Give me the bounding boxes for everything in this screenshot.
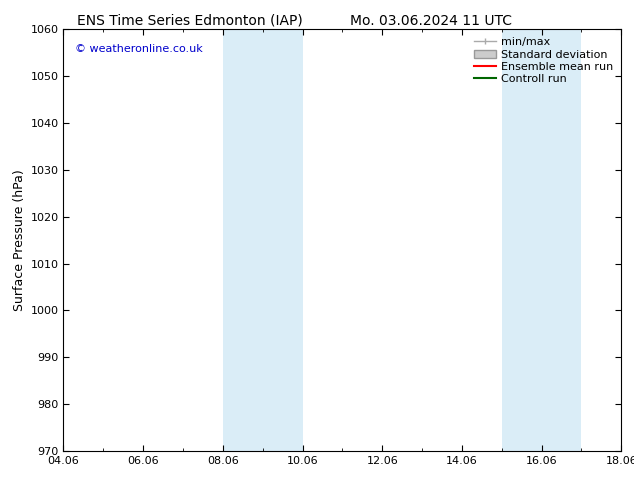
Bar [501, 29, 581, 451]
Text: ENS Time Series Edmonton (IAP): ENS Time Series Edmonton (IAP) [77, 14, 303, 28]
Y-axis label: Surface Pressure (hPa): Surface Pressure (hPa) [13, 169, 26, 311]
Legend: min/max, Standard deviation, Ensemble mean run, Controll run: min/max, Standard deviation, Ensemble me… [471, 35, 616, 87]
Text: Mo. 03.06.2024 11 UTC: Mo. 03.06.2024 11 UTC [350, 14, 512, 28]
Text: © weatheronline.co.uk: © weatheronline.co.uk [75, 44, 202, 54]
Bar [223, 29, 302, 451]
